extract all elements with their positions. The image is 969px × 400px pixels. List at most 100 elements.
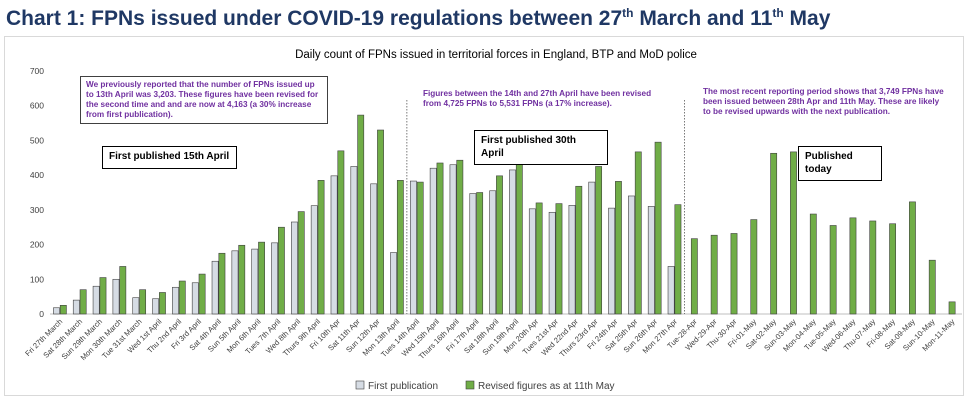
bar-first-publication — [608, 207, 616, 315]
bar-revised — [277, 226, 285, 315]
bar-revised — [770, 152, 778, 315]
published-today-box: Published today — [798, 146, 882, 181]
bar-first-publication — [152, 298, 160, 315]
bar-revised — [909, 201, 916, 315]
bar-revised — [59, 305, 67, 315]
bar-first-publication — [449, 164, 457, 315]
revision-note-3: The most recent reporting period shows t… — [698, 84, 950, 120]
bar-first-publication — [330, 175, 338, 315]
first-published-30-april-box: First published 30th April — [474, 130, 608, 165]
bar-revised — [948, 301, 956, 315]
y-tick-label: 500 — [30, 135, 44, 145]
bar-revised — [496, 175, 503, 315]
chart-heading: Chart 1: FPNs issued under COVID-19 regu… — [6, 6, 831, 30]
bar-revised — [238, 244, 246, 315]
bar-first-publication — [271, 242, 278, 315]
legend-label-revised: Revised figures as at 11th May — [478, 381, 615, 392]
bar-revised — [139, 289, 147, 315]
y-tick-label: 300 — [30, 205, 44, 215]
bar-revised — [710, 234, 718, 315]
chart-frame — [4, 36, 964, 396]
first-published-15-april-box: First published 15th April — [102, 146, 237, 169]
bar-first-publication — [112, 278, 120, 315]
bar-revised — [575, 185, 583, 315]
bar-revised — [595, 166, 603, 315]
bar-revised — [436, 162, 444, 315]
bar-first-publication — [429, 167, 437, 315]
bar-revised — [889, 223, 897, 315]
bar-first-publication — [172, 286, 179, 315]
bar-first-publication — [647, 206, 655, 315]
bar-revised — [654, 141, 662, 315]
bar-revised — [159, 292, 166, 315]
bar-revised — [829, 225, 837, 315]
y-tick-label: 700 — [30, 66, 44, 76]
bar-revised — [218, 252, 226, 315]
bar-first-publication — [370, 183, 378, 315]
bar-revised — [258, 241, 265, 315]
bar-revised — [690, 238, 698, 315]
revision-note-2: Figures between the 14th and 27th April … — [418, 86, 676, 112]
bar-first-publication — [291, 221, 298, 315]
bar-revised — [809, 213, 817, 315]
legend-swatch-first-publication — [355, 380, 365, 390]
bar-first-publication — [469, 193, 477, 315]
bar-first-publication — [251, 248, 259, 315]
bar-first-publication — [390, 252, 397, 315]
bar-revised — [416, 181, 424, 315]
bar-first-publication — [409, 180, 417, 315]
bar-revised — [674, 204, 682, 315]
bar-first-publication — [72, 299, 80, 315]
bar-revised — [515, 161, 523, 315]
bar-revised — [750, 219, 758, 315]
bar-first-publication — [628, 195, 635, 315]
bar-first-publication — [53, 307, 60, 315]
bar-first-publication — [92, 285, 100, 315]
bar-first-publication — [191, 282, 199, 315]
bar-first-publication — [350, 166, 358, 315]
bar-revised — [198, 273, 206, 315]
bar-revised — [476, 192, 484, 315]
bar-first-publication — [509, 169, 516, 315]
bar-first-publication — [231, 250, 239, 315]
bar-first-publication — [568, 205, 576, 315]
bar-revised — [615, 181, 622, 315]
bar-revised — [377, 129, 384, 315]
y-tick-label: 400 — [30, 170, 44, 180]
legend-swatch-revised — [465, 380, 475, 390]
bar-revised — [849, 217, 857, 315]
bar-revised — [357, 114, 365, 315]
bar-revised — [317, 180, 325, 315]
y-tick-label: 100 — [30, 274, 44, 284]
bar-first-publication — [489, 190, 497, 315]
bar-first-publication — [548, 211, 556, 315]
bar-revised — [790, 151, 797, 315]
bar-first-publication — [528, 208, 536, 315]
bar-revised — [297, 211, 305, 315]
chart-title: Daily count of FPNs issued in territoria… — [295, 49, 697, 61]
bar-revised — [869, 220, 877, 315]
y-tick-label: 200 — [30, 240, 44, 250]
bar-revised — [396, 180, 404, 315]
bar-revised — [730, 233, 738, 315]
bar-revised — [178, 280, 186, 315]
revision-note-1: We previously reported that the number o… — [80, 76, 328, 124]
bar-revised — [119, 266, 127, 315]
bar-revised — [337, 150, 345, 315]
bar-revised — [79, 289, 87, 315]
bar-revised — [535, 202, 543, 315]
bar-first-publication — [667, 266, 675, 315]
bar-revised — [555, 203, 563, 315]
bar-revised — [99, 277, 107, 315]
bar-first-publication — [588, 181, 596, 315]
y-tick-label: 600 — [30, 101, 44, 111]
bar-first-publication — [132, 297, 140, 315]
legend-label-first-publication: First publication — [368, 381, 438, 392]
bar-revised — [456, 159, 464, 315]
bar-revised — [928, 259, 936, 315]
y-tick-label: 0 — [39, 309, 44, 319]
bar-first-publication — [310, 205, 318, 315]
bar-revised — [634, 151, 642, 315]
bar-first-publication — [211, 260, 219, 315]
